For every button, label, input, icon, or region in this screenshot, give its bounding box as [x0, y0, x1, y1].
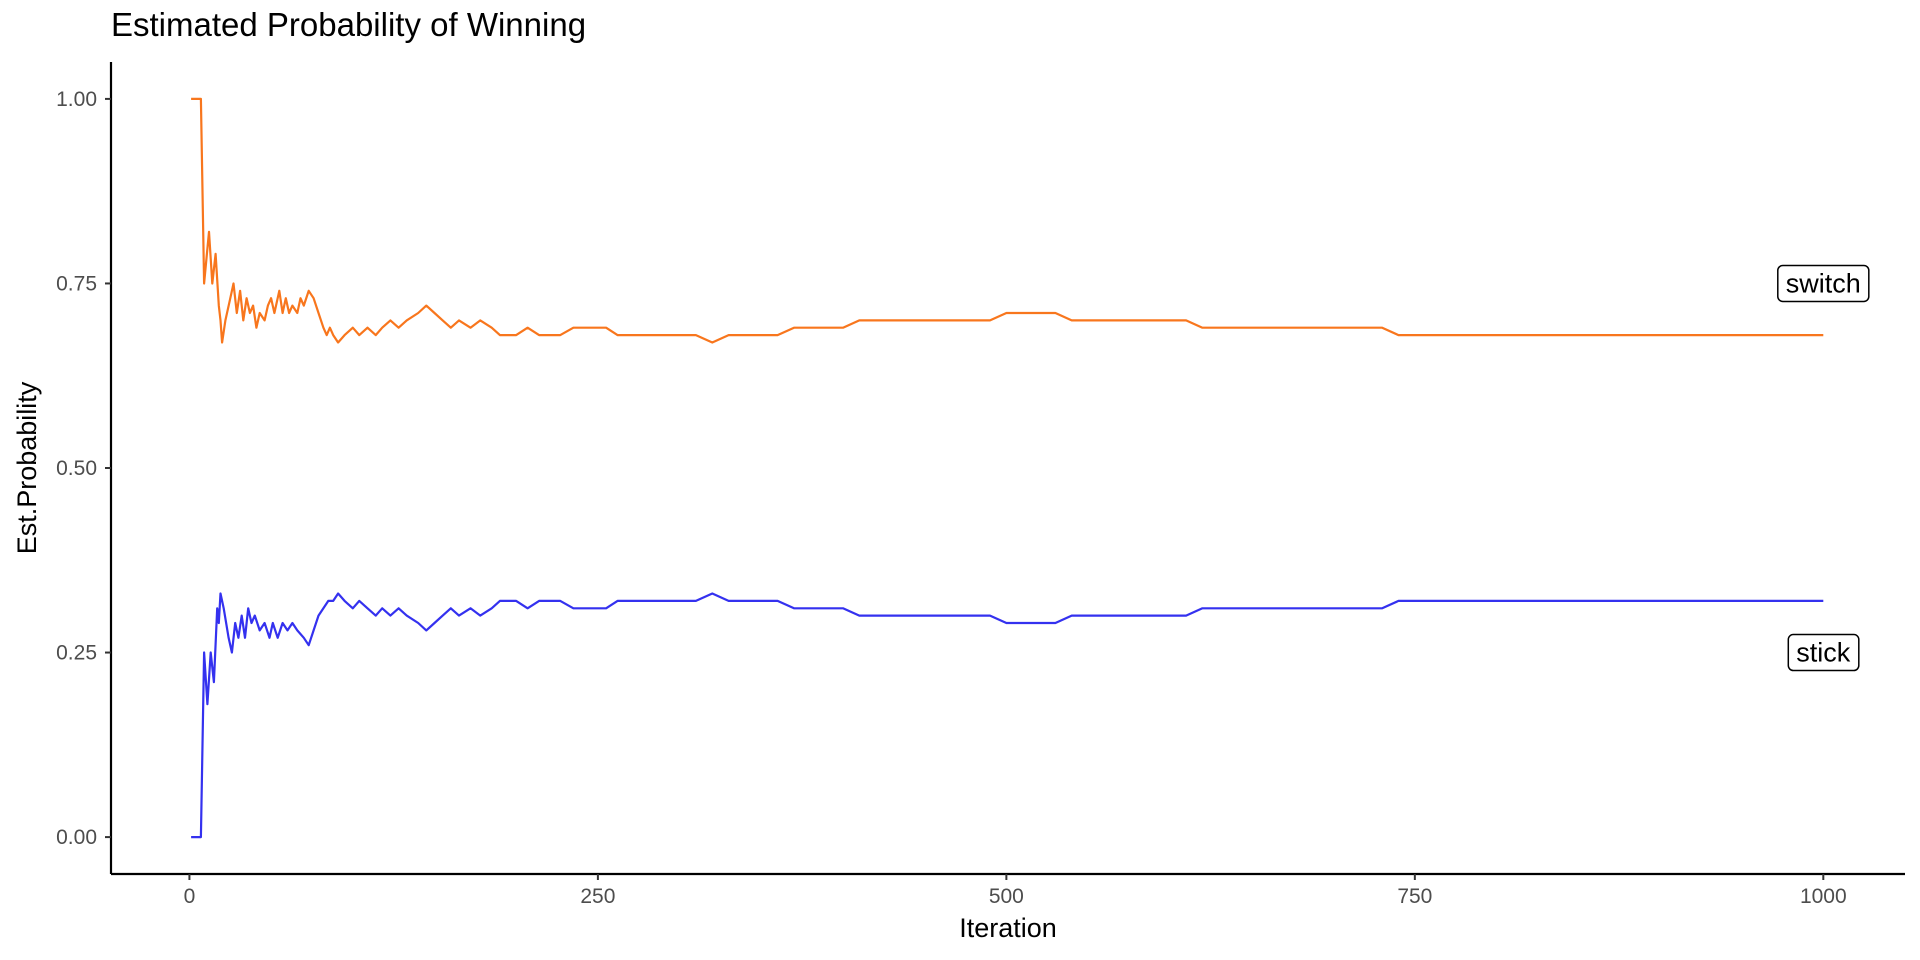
x-axis-title: Iteration	[959, 913, 1057, 943]
series-layer	[191, 97, 1824, 839]
y-axis-title: Est.Probability	[12, 381, 42, 554]
y-tick-label: 0.00	[56, 826, 97, 849]
axes-layer	[109, 62, 1905, 876]
y-tick-label: 0.75	[56, 272, 97, 295]
x-tick-label: 750	[1397, 885, 1432, 908]
series-labels: switch stick	[1777, 264, 1870, 672]
y-tick-label: 0.50	[56, 457, 97, 480]
chart-title: Estimated Probability of Winning	[111, 6, 587, 43]
label-box	[1777, 264, 1870, 303]
series-label-text: stick	[1796, 638, 1851, 668]
x-tick-label: 250	[580, 885, 615, 908]
series-line-stick	[191, 592, 1824, 839]
series-label-text: switch	[1786, 268, 1861, 298]
series-label-stick: stick	[1787, 633, 1860, 672]
x-tick-label: 1000	[1800, 885, 1847, 908]
x-ticks: 0 250 500 750 1000	[184, 874, 1847, 908]
y-ticks: 0.00 0.25 0.50 0.75 1.00	[56, 88, 111, 849]
label-box	[1787, 633, 1860, 672]
y-tick-label: 0.25	[56, 642, 97, 665]
series-label-switch: switch	[1777, 264, 1870, 303]
y-tick-label: 1.00	[56, 88, 97, 111]
x-tick-label: 0	[184, 885, 196, 908]
x-tick-label: 500	[989, 885, 1024, 908]
series-line-switch	[191, 97, 1824, 344]
